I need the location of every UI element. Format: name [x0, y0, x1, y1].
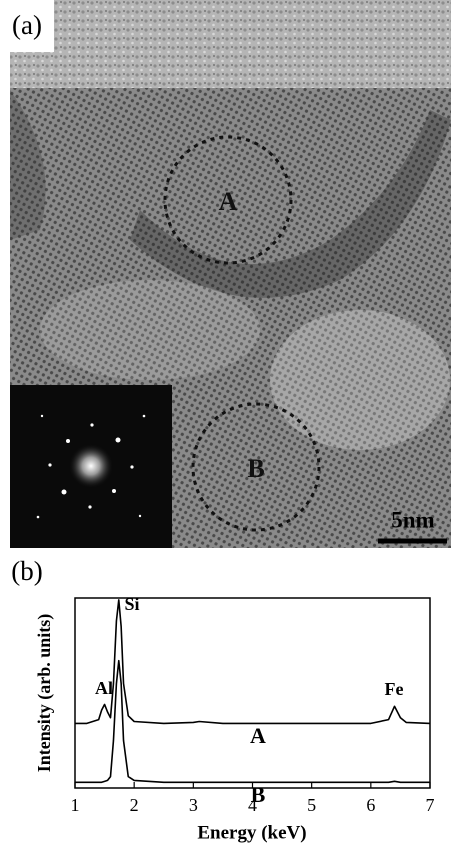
peak-label: Si [124, 594, 139, 614]
tem-image [0, 0, 451, 548]
x-tick-label: 2 [130, 795, 139, 815]
panel-label: (a) [12, 10, 42, 40]
x-axis-label: Energy (keV) [197, 822, 306, 843]
x-tick-label: 1 [71, 795, 80, 815]
panel-label: (b) [11, 556, 42, 586]
series-label: A [250, 723, 266, 748]
region-label: A [219, 187, 238, 216]
x-tick-label: 7 [426, 795, 435, 815]
x-tick-label: 5 [307, 795, 316, 815]
x-tick-label: 4 [248, 795, 257, 815]
x-tick-label: 3 [189, 795, 198, 815]
peak-label: Al [95, 678, 113, 698]
y-axis-label: Intensity (arb. units) [34, 614, 55, 773]
peak-label: Fe [385, 679, 404, 699]
x-tick-label: 6 [366, 795, 375, 815]
scale-bar-label: 5nm [391, 507, 434, 532]
spectrum-line [75, 600, 430, 724]
region-label: B [247, 454, 264, 483]
plot-frame [75, 598, 430, 788]
figure: (a) A B 5nm (b) Al Si Fe A B Energy (keV… [0, 0, 451, 849]
